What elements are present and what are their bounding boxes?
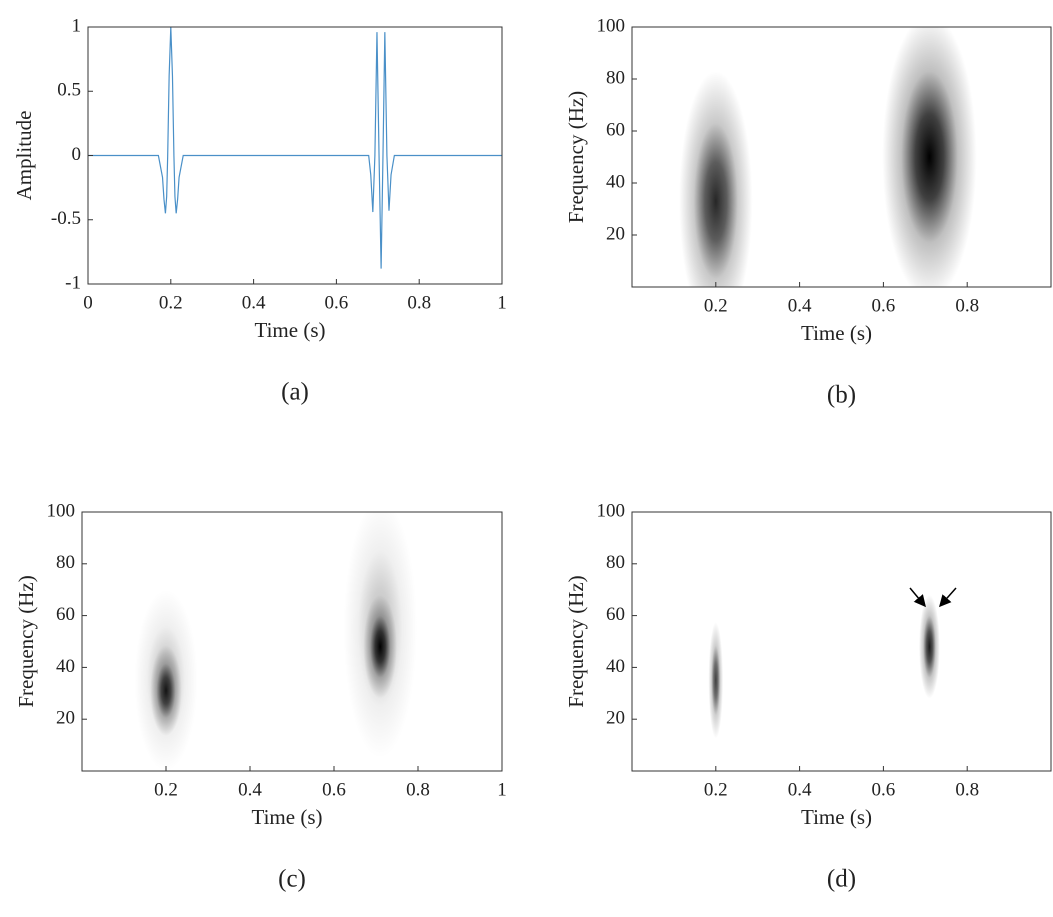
x-tick-label: 0 bbox=[83, 292, 93, 313]
x-tick-label: 0.6 bbox=[872, 295, 896, 316]
plot-area bbox=[88, 27, 502, 269]
y-tick-label: 40 bbox=[606, 171, 625, 192]
panel-caption: (a) bbox=[281, 379, 309, 406]
panel: 0.2 0.4 0.6 0.8 1 20 40 60 80 100 Time (s) Frequenc… bbox=[14, 500, 507, 893]
y-tick-label: 20 bbox=[606, 708, 625, 729]
y-tick-label: 100 bbox=[597, 15, 626, 36]
axes-box bbox=[81, 511, 503, 772]
panel-caption: (b) bbox=[827, 382, 856, 409]
panel-caption: (c) bbox=[278, 866, 306, 893]
energy-blob bbox=[150, 645, 182, 737]
y-tick-label: 100 bbox=[47, 500, 76, 521]
y-tick-label: -1 bbox=[65, 272, 81, 293]
y-axis-label: Frequency (Hz) bbox=[564, 91, 588, 223]
energy-blob bbox=[882, 27, 977, 287]
y-tick-label: 60 bbox=[606, 119, 625, 140]
y-axis-label: Frequency (Hz) bbox=[564, 575, 588, 707]
x-tick-label: 0.6 bbox=[322, 779, 346, 800]
x-tick-label: 0.4 bbox=[788, 295, 812, 316]
annotation-arrows bbox=[909, 587, 957, 608]
axes-box bbox=[631, 26, 1052, 288]
axes-box bbox=[631, 511, 1052, 772]
x-tick-label: 0.4 bbox=[238, 779, 262, 800]
x-tick-label: 0.8 bbox=[406, 779, 430, 800]
arrow bbox=[909, 587, 926, 608]
y-tick-label: 80 bbox=[606, 67, 625, 88]
y-axis-label: Amplitude bbox=[12, 111, 36, 201]
y-tick-label: 80 bbox=[606, 552, 625, 573]
panel: 0.2 0.4 0.6 0.8 20 40 60 80 100 Time (s) Frequency… bbox=[564, 500, 1052, 893]
x-tick-label: 1 bbox=[497, 292, 507, 313]
x-tick-label: 0.6 bbox=[872, 779, 896, 800]
x-tick-label: 0.8 bbox=[955, 295, 979, 316]
x-tick-label: 0.4 bbox=[788, 779, 812, 800]
y-tick-label: -0.5 bbox=[51, 208, 81, 229]
plot-area bbox=[134, 512, 417, 771]
energy-blob bbox=[363, 594, 398, 699]
x-tick-label: 1 bbox=[497, 779, 507, 800]
x-tick-label: 0.2 bbox=[159, 292, 183, 313]
y-tick-label: 60 bbox=[56, 604, 75, 625]
panel-caption: (d) bbox=[827, 866, 856, 893]
panel: 0.2 0.4 0.6 0.8 20 40 60 80 100 Time (s) Frequency… bbox=[564, 15, 1052, 409]
arrow bbox=[939, 587, 957, 608]
y-tick-label: 40 bbox=[56, 656, 75, 677]
y-tick-label: 0.5 bbox=[57, 80, 81, 101]
x-axis-label: Time (s) bbox=[801, 805, 872, 829]
energy-blob bbox=[919, 594, 940, 699]
x-axis-label: Time (s) bbox=[801, 321, 872, 345]
x-tick-label: 0.6 bbox=[325, 292, 349, 313]
y-tick-label: 0 bbox=[72, 144, 82, 165]
y-tick-label: 20 bbox=[56, 708, 75, 729]
energy-blob bbox=[708, 622, 724, 739]
y-tick-label: 1 bbox=[72, 15, 82, 36]
y-tick-label: 80 bbox=[56, 552, 75, 573]
plot-area bbox=[708, 594, 940, 739]
y-axis-label: Frequency (Hz) bbox=[14, 575, 38, 707]
x-tick-label: 0.4 bbox=[242, 292, 266, 313]
x-axis-label: Time (s) bbox=[252, 805, 323, 829]
panel: 0 0.2 0.4 0.6 0.8 1 -1 -0.5 0 0.5 1 Time (s) Amplitu… bbox=[12, 15, 507, 405]
signal-line bbox=[88, 27, 502, 269]
y-tick-label: 100 bbox=[597, 500, 626, 521]
x-tick-label: 0.8 bbox=[407, 292, 431, 313]
y-tick-label: 40 bbox=[606, 656, 625, 677]
x-tick-label: 0.2 bbox=[704, 779, 728, 800]
x-tick-label: 0.8 bbox=[955, 779, 979, 800]
plot-area bbox=[679, 27, 977, 287]
y-tick-label: 60 bbox=[606, 604, 625, 625]
x-axis-label: Time (s) bbox=[255, 318, 326, 342]
y-tick-label: 20 bbox=[606, 223, 625, 244]
x-tick-label: 0.2 bbox=[704, 295, 728, 316]
x-tick-label: 0.2 bbox=[154, 779, 178, 800]
energy-blob bbox=[679, 71, 753, 287]
